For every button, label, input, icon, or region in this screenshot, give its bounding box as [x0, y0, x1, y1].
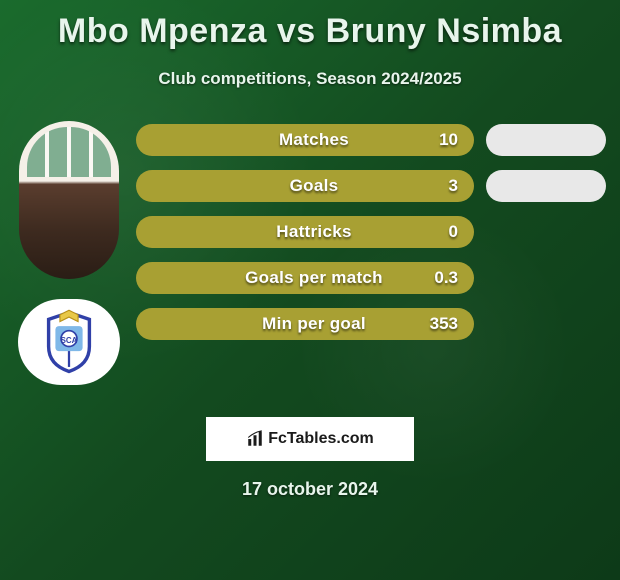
- club-crest-icon: SCA: [35, 308, 103, 376]
- stat-label: Matches: [136, 130, 422, 150]
- stat-bar: Hattricks0: [136, 216, 474, 248]
- comparison-pill: [486, 170, 606, 202]
- stat-value: 0: [422, 222, 458, 242]
- comparison-pills: [486, 119, 606, 385]
- content-row: SCA Matches10 Goals3 Hattricks0 Goals per m…: [14, 119, 606, 385]
- stat-value: 0.3: [422, 268, 458, 288]
- brand-text: FcTables.com: [268, 430, 374, 448]
- stat-value: 3: [422, 176, 458, 196]
- date-text: 17 october 2024: [14, 479, 606, 500]
- svg-text:SCA: SCA: [61, 336, 78, 345]
- stat-bar: Min per goal353: [136, 308, 474, 340]
- stat-label: Goals: [136, 176, 422, 196]
- stat-bar: Goals3: [136, 170, 474, 202]
- infographic-container: Mbo Mpenza vs Bruny Nsimba Club competit…: [0, 0, 620, 580]
- stat-label: Min per goal: [136, 314, 422, 334]
- stat-bars: Matches10 Goals3 Hattricks0 Goals per match…: [136, 119, 474, 385]
- stat-bar: Matches10: [136, 124, 474, 156]
- comparison-pill: [486, 124, 606, 156]
- brand-box: FcTables.com: [206, 417, 414, 461]
- player-photo: [19, 121, 119, 279]
- subtitle: Club competitions, Season 2024/2025: [14, 69, 606, 89]
- stat-label: Hattricks: [136, 222, 422, 242]
- brand-icon: [246, 430, 264, 448]
- stat-bar: Goals per match0.3: [136, 262, 474, 294]
- stat-label: Goals per match: [136, 268, 422, 288]
- stat-value: 10: [422, 130, 458, 150]
- page-title: Mbo Mpenza vs Bruny Nsimba: [14, 12, 606, 51]
- club-badge: SCA: [18, 299, 120, 385]
- left-column: SCA: [14, 119, 124, 385]
- stat-value: 353: [422, 314, 458, 334]
